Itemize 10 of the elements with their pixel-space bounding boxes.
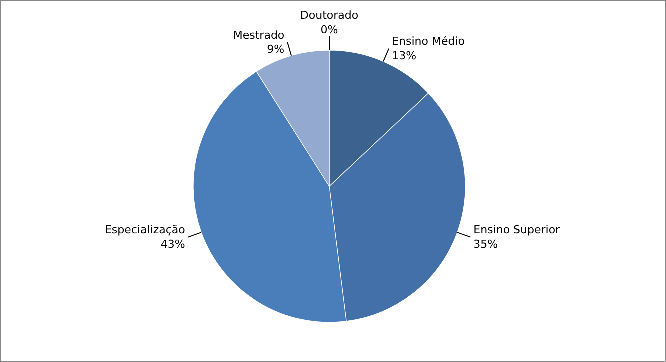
slice-label: Especialização	[104, 224, 186, 237]
category-label: Doutorado	[300, 9, 359, 22]
slice-label: Mestrado	[233, 28, 285, 42]
slice-label: Ensino Superior	[474, 224, 561, 237]
data-label: 35%	[474, 238, 498, 251]
data-label: 13%	[392, 49, 417, 62]
text: 0%	[320, 24, 338, 36]
data-label: 43%	[160, 238, 186, 251]
data-label: 9%	[267, 43, 285, 56]
slice-label: Ensino Médio	[392, 35, 466, 48]
